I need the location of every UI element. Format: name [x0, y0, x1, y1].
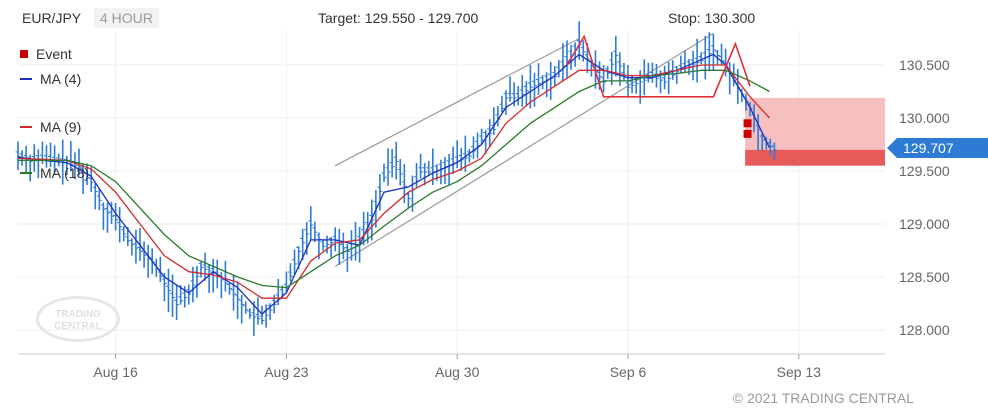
- watermark-logo: TRADING CENTRAL: [36, 296, 120, 342]
- legend-label: Event: [36, 46, 72, 62]
- price-bars: [15, 21, 777, 336]
- line-swatch-icon: [20, 172, 32, 174]
- event-marker: [743, 129, 752, 138]
- y-tick-label: 129.500: [899, 163, 950, 179]
- line-swatch-icon: [20, 126, 32, 128]
- pattern-line: [566, 34, 751, 98]
- event-marker: [743, 119, 752, 128]
- legend-label: MA (18): [40, 165, 90, 181]
- line-swatch-icon: [20, 78, 32, 80]
- legend-label: MA (9): [40, 119, 82, 135]
- ma18-line: [18, 69, 770, 289]
- y-tick-label: 130.500: [899, 57, 950, 73]
- y-tick-label: 128.000: [899, 322, 950, 338]
- y-tick-label: 128.500: [899, 269, 950, 285]
- x-tick-label: Aug 16: [93, 364, 138, 380]
- y-tick-label: 129.000: [899, 216, 950, 232]
- legend-item-ma4: MA (4): [20, 71, 81, 87]
- ma4-line: [17, 53, 771, 316]
- last-price-tag: 129.707: [897, 138, 988, 158]
- x-axis-ticks: Aug 16 Aug 23 Aug 30 Sep 6 Sep 13: [93, 354, 821, 380]
- x-tick-label: Sep 6: [610, 364, 647, 380]
- legend-item-event: Event: [20, 46, 72, 62]
- channel-line: [334, 37, 580, 167]
- legend-label: MA (4): [40, 71, 82, 87]
- legend-item-ma18: MA (18): [20, 165, 89, 181]
- event-square-icon: [20, 50, 28, 58]
- ma9-line: [17, 64, 770, 299]
- event-markers: [743, 119, 752, 138]
- pattern-polyline: [566, 34, 751, 98]
- chart-grid: [18, 30, 885, 355]
- x-tick-label: Aug 30: [435, 364, 480, 380]
- x-tick-label: Aug 23: [264, 364, 309, 380]
- target-zone: [745, 149, 885, 166]
- symbol-label: EUR/JPY: [22, 10, 82, 26]
- stop-zone: [745, 97, 885, 150]
- target-stop-zones: [745, 97, 885, 166]
- copyright-text: © 2021 TRADING CENTRAL: [732, 390, 914, 406]
- price-tag-arrow-icon: [887, 138, 897, 158]
- y-tick-label: 130.000: [899, 110, 950, 126]
- stop-label: Stop: 130.300: [668, 10, 756, 26]
- moving-averages: [17, 53, 771, 316]
- interval-button[interactable]: 4 HOUR: [94, 8, 159, 28]
- target-label: Target: 129.550 - 129.700: [318, 10, 479, 26]
- legend-item-ma9: MA (9): [20, 119, 81, 135]
- x-tick-label: Sep 13: [777, 364, 822, 380]
- y-axis-ticks: 128.000 128.500 129.000 129.500 130.000 130.5…: [899, 57, 950, 338]
